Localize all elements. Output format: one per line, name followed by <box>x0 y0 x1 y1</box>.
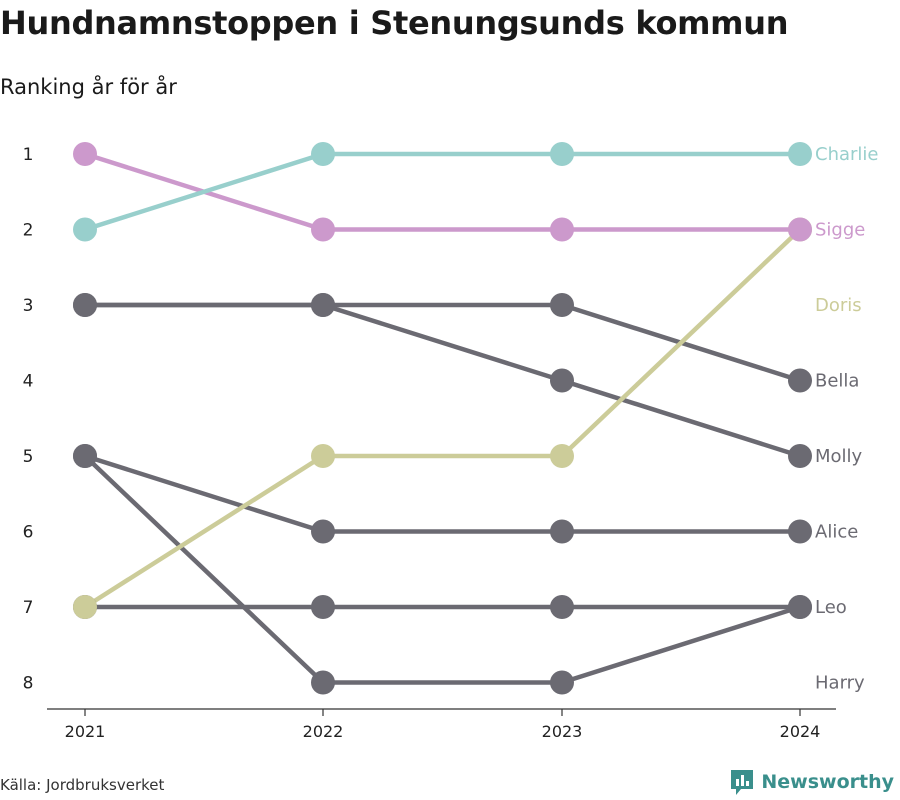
series-line-alice <box>82 453 803 534</box>
end-label-leo: Leo <box>815 597 847 618</box>
data-point-leo <box>311 595 335 619</box>
series-line-doris <box>82 227 803 610</box>
data-point-charlie <box>311 142 335 166</box>
end-label-alice: Alice <box>815 522 858 543</box>
y-tick-label: 6 <box>23 523 34 543</box>
data-point-bella <box>550 293 574 317</box>
series-line-molly <box>82 302 803 459</box>
data-point-molly <box>73 293 97 317</box>
data-point-alice <box>550 519 574 544</box>
data-point-doris <box>550 444 574 468</box>
data-point-harry <box>550 670 574 695</box>
x-tick-label: 2024 <box>780 722 821 741</box>
data-point-molly <box>788 444 812 468</box>
data-point-doris <box>73 595 97 619</box>
data-point-harry <box>311 670 335 695</box>
data-point-sigge <box>311 217 335 242</box>
data-point-leo <box>550 595 574 619</box>
data-point-charlie <box>788 142 812 166</box>
data-point-alice <box>311 519 335 544</box>
data-point-charlie <box>73 217 97 242</box>
end-label-molly: Molly <box>815 446 863 467</box>
end-label-bella: Bella <box>815 371 859 392</box>
y-tick-label: 8 <box>23 674 34 694</box>
end-label-charlie: Charlie <box>815 144 878 165</box>
data-point-harry <box>73 444 97 468</box>
series-line-sigge <box>82 151 803 232</box>
brand-name: Newsworthy <box>761 771 894 793</box>
x-tick-label: 2021 <box>65 722 106 741</box>
newsworthy-logo-icon <box>731 770 754 795</box>
y-tick-label: 1 <box>23 145 34 165</box>
y-tick-label: 5 <box>23 447 34 467</box>
series-line-harry <box>82 453 803 685</box>
data-point-sigge <box>550 217 574 242</box>
y-tick-label: 3 <box>23 296 34 316</box>
chart-title: Hundnamnstoppen i Stenungsunds kommun <box>0 4 789 42</box>
data-point-alice <box>788 519 812 544</box>
source-note: Källa: Jordbruksverket <box>0 776 165 794</box>
y-tick-label: 2 <box>23 221 34 241</box>
data-point-doris <box>311 444 335 468</box>
series-line-charlie <box>82 151 803 232</box>
end-label-sigge: Sigge <box>815 220 865 241</box>
end-label-harry: Harry <box>815 673 865 694</box>
y-tick-label: 7 <box>23 598 34 618</box>
brand-logo: Newsworthy <box>729 768 894 796</box>
data-point-sigge <box>788 217 812 242</box>
x-tick-label: 2023 <box>542 722 583 741</box>
data-point-leo <box>788 595 812 619</box>
data-point-sigge <box>73 142 97 166</box>
data-point-molly <box>550 368 574 393</box>
y-tick-label: 4 <box>23 372 34 392</box>
data-point-bella <box>788 368 812 393</box>
chart-subtitle: Ranking år för år <box>0 75 177 99</box>
data-point-charlie <box>550 142 574 166</box>
data-point-molly <box>311 293 335 317</box>
x-tick-label: 2022 <box>303 722 344 741</box>
end-label-doris: Doris <box>815 295 862 316</box>
